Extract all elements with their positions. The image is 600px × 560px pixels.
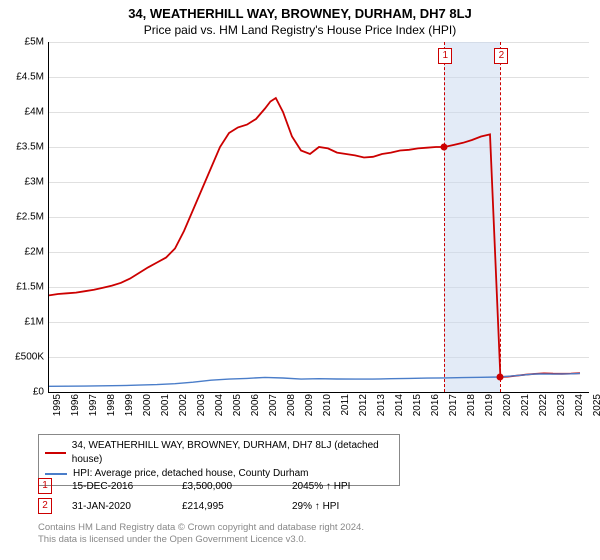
- ytick-label: £3M: [4, 177, 44, 188]
- sale-delta: 29% ↑ HPI: [292, 501, 339, 512]
- xtick-label: 2013: [376, 394, 387, 424]
- ytick-label: £2M: [4, 247, 44, 258]
- xtick-label: 2016: [430, 394, 441, 424]
- xtick-label: 2022: [538, 394, 549, 424]
- sale-delta: 2045% ↑ HPI: [292, 481, 350, 492]
- xtick-label: 2011: [340, 394, 351, 424]
- sale-price: £214,995: [182, 501, 272, 512]
- legend-swatch: [45, 473, 67, 475]
- xtick-label: 2001: [160, 394, 171, 424]
- xtick-label: 1999: [124, 394, 135, 424]
- sale-price: £3,500,000: [182, 481, 272, 492]
- xtick-label: 2006: [250, 394, 261, 424]
- xtick-label: 2005: [232, 394, 243, 424]
- ytick-label: £5M: [4, 37, 44, 48]
- xtick-label: 2004: [214, 394, 225, 424]
- sale-point-marker: [497, 373, 504, 380]
- ytick-label: £1M: [4, 317, 44, 328]
- sale-date: 15-DEC-2016: [72, 481, 162, 492]
- xtick-label: 1996: [70, 394, 81, 424]
- xtick-label: 2018: [466, 394, 477, 424]
- xtick-label: 2023: [556, 394, 567, 424]
- sale-badge: 1: [38, 478, 52, 494]
- xtick-label: 2024: [574, 394, 585, 424]
- xtick-label: 2008: [286, 394, 297, 424]
- footer-line2: This data is licensed under the Open Gov…: [38, 534, 364, 546]
- footer: Contains HM Land Registry data © Crown c…: [38, 522, 364, 546]
- legend-label: 34, WEATHERHILL WAY, BROWNEY, DURHAM, DH…: [72, 439, 393, 467]
- xtick-label: 2002: [178, 394, 189, 424]
- xtick-label: 2017: [448, 394, 459, 424]
- chart-title: 34, WEATHERHILL WAY, BROWNEY, DURHAM, DH…: [0, 0, 600, 21]
- sale-badge: 2: [38, 498, 52, 514]
- xtick-label: 2000: [142, 394, 153, 424]
- xtick-label: 2003: [196, 394, 207, 424]
- sale-row: 2 31-JAN-2020 £214,995 29% ↑ HPI: [38, 498, 339, 514]
- sale-row: 1 15-DEC-2016 £3,500,000 2045% ↑ HPI: [38, 478, 350, 494]
- ytick-label: £3.5M: [4, 142, 44, 153]
- line-series-svg: [49, 42, 589, 392]
- xtick-label: 2012: [358, 394, 369, 424]
- ytick-label: £500K: [4, 352, 44, 363]
- chart-subtitle: Price paid vs. HM Land Registry's House …: [0, 21, 600, 41]
- xtick-label: 1998: [106, 394, 117, 424]
- ytick-label: £1.5M: [4, 282, 44, 293]
- ytick-label: £4.5M: [4, 72, 44, 83]
- plot-area: 12: [48, 42, 589, 393]
- sale-date: 31-JAN-2020: [72, 501, 162, 512]
- xtick-label: 2020: [502, 394, 513, 424]
- series-price_paid: [49, 98, 580, 377]
- footer-line1: Contains HM Land Registry data © Crown c…: [38, 522, 364, 534]
- xtick-label: 2015: [412, 394, 423, 424]
- xtick-label: 2010: [322, 394, 333, 424]
- ytick-label: £0: [4, 387, 44, 398]
- xtick-label: 2007: [268, 394, 279, 424]
- chart-container: 34, WEATHERHILL WAY, BROWNEY, DURHAM, DH…: [0, 0, 600, 560]
- xtick-label: 2025: [592, 394, 600, 424]
- xtick-label: 1995: [52, 394, 63, 424]
- sale-marker-label: 2: [494, 48, 508, 64]
- xtick-label: 2019: [484, 394, 495, 424]
- xtick-label: 1997: [88, 394, 99, 424]
- ytick-label: £2.5M: [4, 212, 44, 223]
- xtick-label: 2021: [520, 394, 531, 424]
- sale-marker-label: 1: [438, 48, 452, 64]
- ytick-label: £4M: [4, 107, 44, 118]
- legend-swatch: [45, 452, 66, 454]
- legend-row: 34, WEATHERHILL WAY, BROWNEY, DURHAM, DH…: [45, 439, 393, 467]
- sale-point-marker: [441, 144, 448, 151]
- xtick-label: 2009: [304, 394, 315, 424]
- xtick-label: 2014: [394, 394, 405, 424]
